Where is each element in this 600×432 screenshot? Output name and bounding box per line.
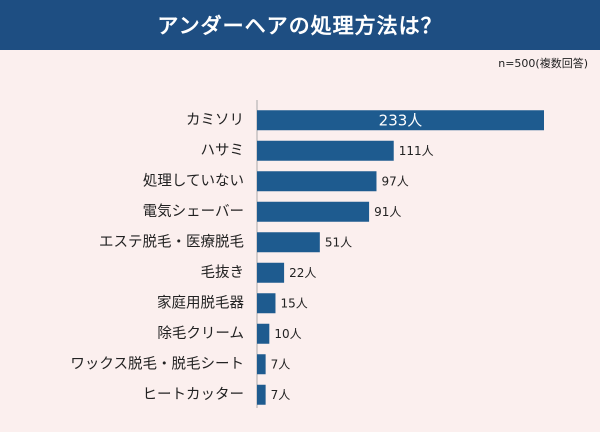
category-label: ワックス脱毛・脱毛シート xyxy=(70,355,244,372)
value-label: 22人 xyxy=(289,266,316,280)
bar xyxy=(257,293,276,314)
bar xyxy=(257,323,270,344)
category-label: 家庭用脱毛器 xyxy=(157,294,244,311)
bar xyxy=(257,232,320,253)
value-label: 97人 xyxy=(381,174,408,188)
value-label: 51人 xyxy=(325,235,352,249)
category-label: カミソリ xyxy=(186,112,244,128)
bar xyxy=(257,171,377,192)
value-label: 7人 xyxy=(271,357,291,371)
value-label: 111人 xyxy=(399,144,434,158)
value-label: 91人 xyxy=(374,205,401,219)
bar xyxy=(257,354,266,375)
sample-size-note: n=500(複数回答) xyxy=(498,57,588,70)
category-label: ハサミ xyxy=(201,143,245,159)
bar xyxy=(257,201,370,222)
value-label: 7人 xyxy=(271,388,291,402)
category-label: エステ脱毛・医療脱毛 xyxy=(99,233,244,250)
bar xyxy=(257,110,544,131)
category-label: 毛抜き xyxy=(201,264,245,281)
bar xyxy=(257,140,394,161)
category-label: 処理していない xyxy=(143,172,244,189)
chart-title: アンダーヘアの処理方法は？ xyxy=(157,14,443,38)
value-label: 233人 xyxy=(379,111,423,129)
value-label: 15人 xyxy=(280,296,307,310)
title-bar: アンダーヘアの処理方法は？ xyxy=(0,0,600,50)
bar xyxy=(257,262,285,283)
category-label: ヒートカッター xyxy=(143,386,245,403)
value-label: 10人 xyxy=(274,327,301,341)
category-label: 電気シェーバー xyxy=(143,203,244,220)
bar xyxy=(257,384,266,405)
category-label: 除毛クリーム xyxy=(157,325,244,342)
